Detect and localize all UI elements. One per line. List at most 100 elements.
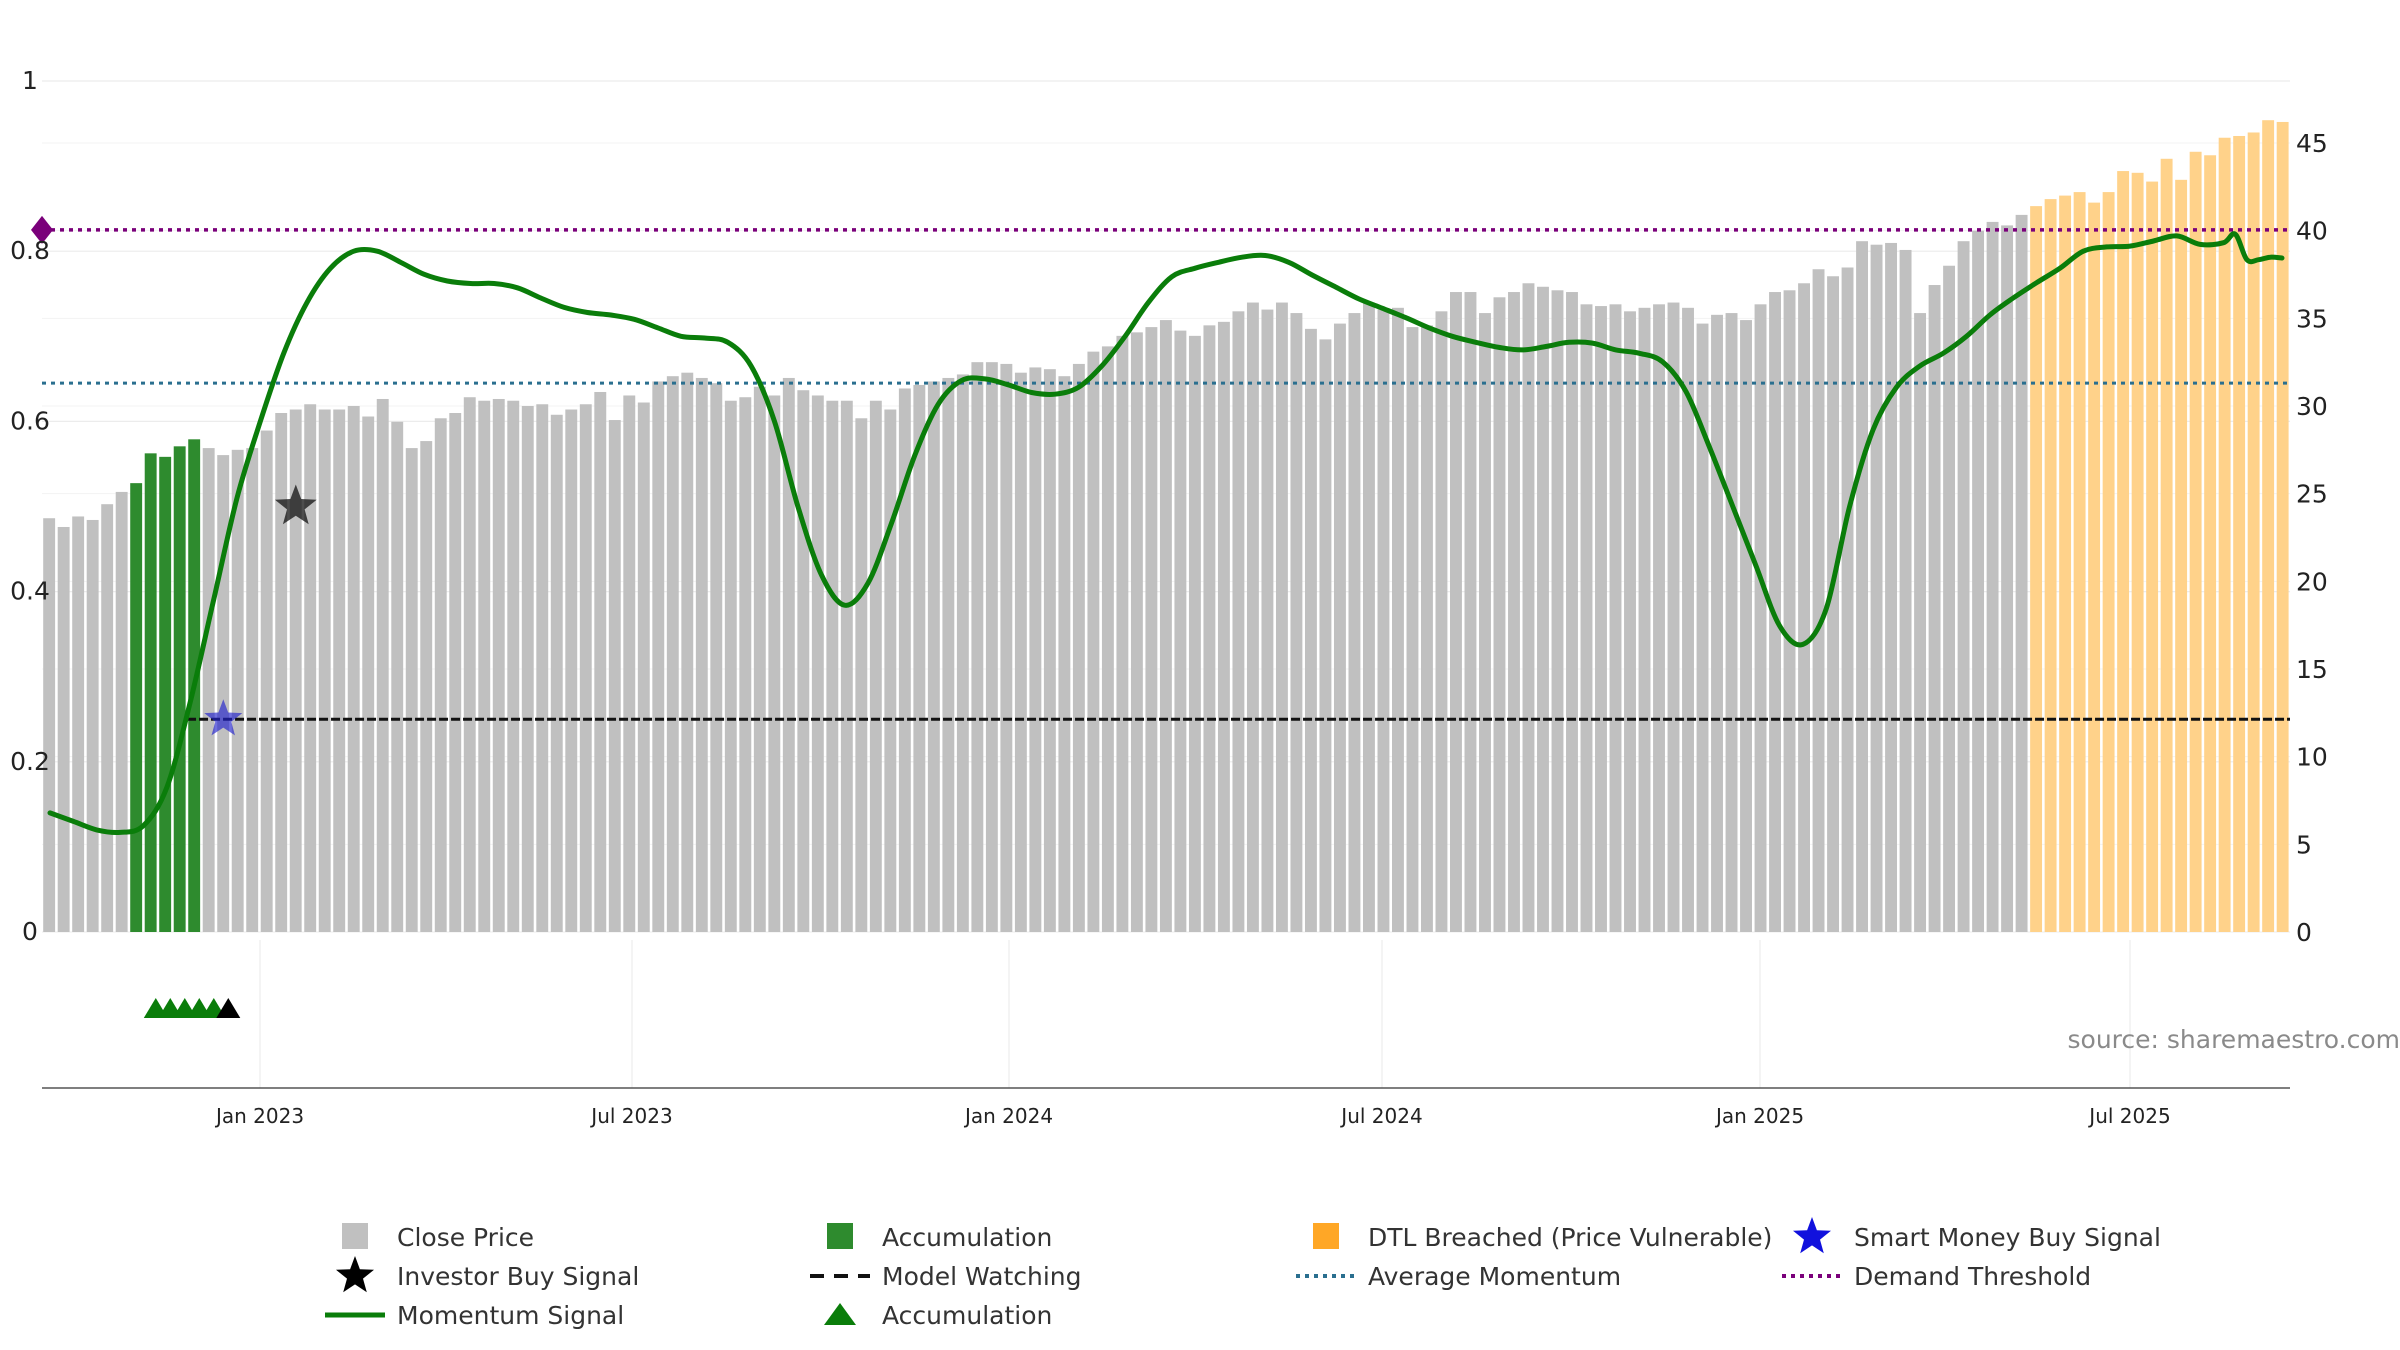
x-tick-label: Jan 2024 (963, 1104, 1053, 1128)
price-bar (362, 416, 375, 932)
price-bar (1479, 313, 1491, 932)
smart-money-star (204, 699, 243, 736)
price-bar (2059, 195, 2072, 933)
price-bar (2131, 172, 2144, 933)
price-bar (1406, 327, 1419, 933)
right-tick-label: 30 (2296, 392, 2328, 421)
price-bar (289, 409, 302, 932)
price-bar (1435, 311, 1448, 932)
price-bar (753, 386, 766, 932)
x-tick-label: Jul 2023 (589, 1104, 672, 1128)
price-bar (1508, 292, 1520, 932)
price-bar (1087, 351, 1100, 932)
price-bar (985, 362, 998, 933)
momentum-path (47, 231, 2285, 836)
price-bar (434, 418, 447, 933)
price-bar (536, 404, 549, 932)
price-bar (1014, 372, 1027, 933)
price-bar (1856, 241, 1869, 933)
price-bar (2276, 121, 2289, 932)
price-bar (521, 406, 534, 932)
price-bar (1029, 367, 1042, 933)
price-bar (971, 362, 984, 933)
price-bar (695, 377, 708, 932)
price-bar (1943, 265, 1956, 932)
price-bar (1580, 304, 1593, 933)
left-tick-label: 0 (22, 917, 38, 946)
price-bar (652, 381, 665, 932)
price-bar (463, 397, 476, 932)
price-bar (2218, 137, 2231, 933)
price-bar (492, 398, 505, 932)
right-tick-label: 0 (2296, 918, 2312, 947)
price-bar (217, 455, 230, 932)
price-bar (608, 420, 621, 932)
price-bar (2160, 158, 2173, 932)
price-bar (1711, 314, 1723, 932)
price-bar (2175, 179, 2188, 932)
price-bar (840, 400, 853, 932)
price-bar (2102, 192, 2115, 933)
price-bar (1174, 330, 1187, 932)
price-bar (1145, 327, 1158, 933)
accumulation-triangle-end (216, 998, 241, 1018)
price-bar (1188, 335, 1201, 932)
legend-square-icon (1313, 1223, 1339, 1249)
price-bar (2262, 120, 2275, 932)
price-bar (101, 504, 114, 932)
price-bar (724, 400, 737, 932)
price-bar (478, 400, 491, 932)
price-bar (710, 383, 723, 932)
price-bar (1450, 292, 1462, 932)
price-bar (1348, 313, 1361, 932)
price-bar (869, 400, 882, 932)
x-tick-label: Jan 2025 (1714, 1104, 1804, 1128)
price-bar (898, 388, 911, 932)
price-bar (1261, 309, 1274, 933)
price-bar (1914, 313, 1927, 932)
price-bar (405, 448, 418, 932)
price-bar (1827, 276, 1839, 933)
legend-item: Demand Threshold (1782, 1262, 2091, 1291)
right-tick-label: 15 (2296, 655, 2328, 684)
x-tick-label: Jan 2023 (214, 1104, 304, 1128)
price-bar (1304, 328, 1317, 932)
price-bar (739, 397, 752, 932)
price-bar (1232, 311, 1245, 932)
price-bar (550, 414, 563, 932)
price-bar (768, 395, 781, 933)
threshold-lines (31, 215, 2290, 721)
price-bar (159, 456, 172, 932)
legend-square-icon (827, 1223, 853, 1249)
price-bar (420, 441, 433, 932)
price-bar (391, 421, 404, 932)
legend: Close Price Accumulation DTL Breached (Pri… (325, 1217, 2161, 1330)
price-bar (1116, 335, 1129, 932)
price-bar (927, 381, 940, 932)
price-bar (246, 448, 259, 932)
price-bar (449, 413, 462, 933)
right-tick-label: 40 (2296, 217, 2328, 246)
price-bar (1812, 269, 1825, 932)
price-bar (913, 384, 926, 933)
price-bar (376, 398, 389, 932)
price-bar (797, 390, 810, 933)
legend-label: Momentum Signal (397, 1301, 624, 1330)
legend-triangle-icon (824, 1303, 856, 1325)
price-bar (72, 516, 85, 932)
legend-label: Model Watching (882, 1262, 1082, 1291)
legend-label: Average Momentum (1368, 1262, 1621, 1291)
price-bar (275, 413, 288, 933)
price-bar (1566, 292, 1578, 932)
right-tick-label: 5 (2296, 830, 2312, 859)
price-bar (1595, 306, 1607, 932)
price-bar (202, 448, 215, 932)
price-bar (1609, 304, 1622, 933)
price-bar (231, 449, 244, 932)
price-bar (115, 491, 128, 932)
close-price-bars (43, 120, 2289, 933)
momentum-signal-line (47, 231, 2285, 836)
right-tick-label: 20 (2296, 567, 2328, 596)
price-bar (333, 409, 346, 932)
price-bar (1464, 292, 1477, 932)
